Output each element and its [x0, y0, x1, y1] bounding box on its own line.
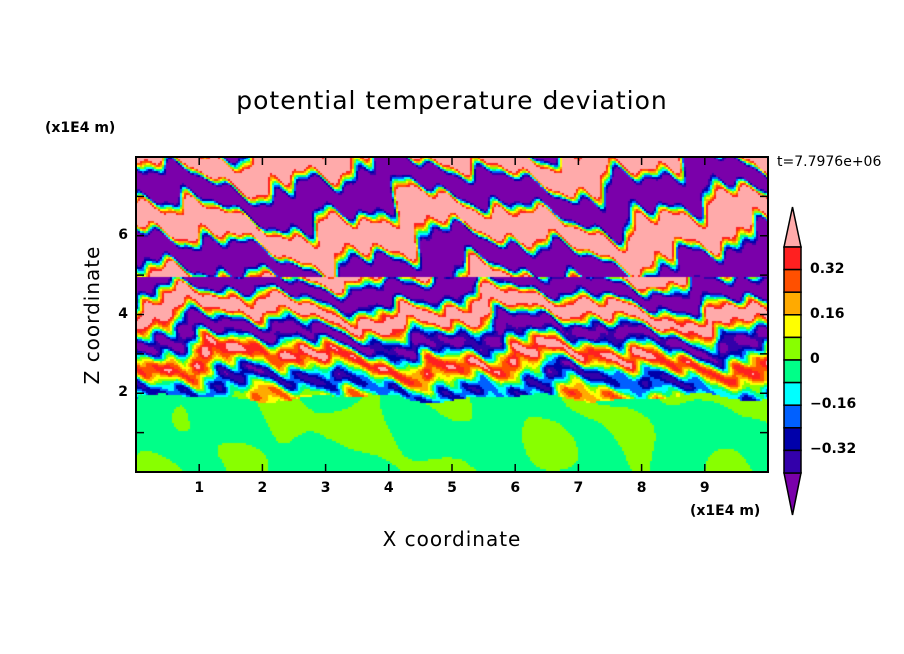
x-tick-label: 9 — [699, 480, 710, 496]
x-tick-label: 4 — [383, 480, 394, 496]
x-axis-label: X coordinate — [382, 527, 522, 551]
x-tick-label: 2 — [257, 480, 268, 496]
x-tick-label: 5 — [447, 480, 457, 496]
x-tick-label: 3 — [320, 480, 331, 496]
colorbar-segment — [783, 449, 802, 474]
colorbar-segment — [783, 314, 802, 339]
colorbar-tick-label: 0 — [810, 351, 820, 367]
y-tick-label: 2 — [118, 384, 128, 401]
chart-title: potential temperature deviation — [236, 86, 668, 115]
colorbar-segment — [783, 359, 802, 384]
time-label: t=7.7976e+06 — [777, 154, 882, 170]
colorbar-over-triangle — [783, 206, 802, 248]
colorbar-segment — [783, 246, 802, 271]
colorbar-tick-label: 0.32 — [810, 260, 845, 277]
x-tick-label: 7 — [573, 480, 584, 496]
colorbar-segment — [783, 336, 802, 361]
colorbar-tick-label: −0.16 — [810, 396, 857, 413]
x-tick-label: 6 — [510, 480, 521, 496]
colorbar-segment — [783, 427, 802, 452]
colorbar-segment — [783, 268, 802, 293]
colorbar-under-triangle — [783, 472, 802, 516]
y-tick-label: 4 — [118, 305, 128, 322]
plot-frame — [135, 156, 769, 473]
colorbar-tick-label: −0.32 — [810, 441, 857, 458]
x-tick-label: 1 — [194, 480, 205, 496]
x-tick-label: 8 — [636, 480, 647, 496]
colorbar-tick-label: 0.16 — [810, 305, 845, 322]
colorbar-segment — [783, 381, 802, 406]
colorbar-segment — [783, 404, 802, 429]
y-tick-label: 6 — [118, 226, 128, 243]
colorbar-segment — [783, 291, 802, 316]
contour-field — [136, 157, 768, 472]
x-unit-label: (x1E4 m) — [690, 503, 761, 519]
z-unit-label: (x1E4 m) — [45, 120, 116, 136]
